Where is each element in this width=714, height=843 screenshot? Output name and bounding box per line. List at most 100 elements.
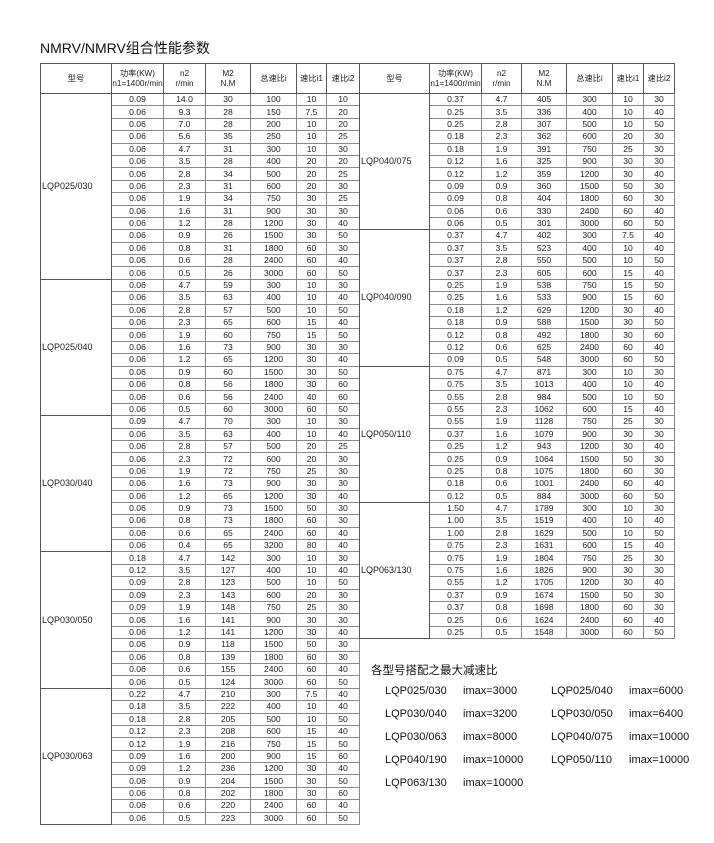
ratio-i2-cell: 40 (326, 687, 360, 702)
table-row: 0.55 2.3 1062 600 15 40 (360, 402, 675, 417)
power-cell: 0.06 (111, 489, 164, 503)
ratio-i1-cell: 10 (296, 291, 327, 305)
n2-cell: 0.9 (481, 452, 522, 466)
table-row: 0.37 0.8 1698 1800 60 30 (360, 600, 675, 615)
table-row: 0.06 0.8 31 1800 60 30 (41, 241, 360, 256)
power-cell: 0.06 (111, 316, 164, 330)
m2-cell: 1674 (521, 588, 567, 603)
ratio-i2-cell: 40 (326, 216, 360, 231)
total-ratio-cell: 600 (566, 130, 613, 144)
ratio-i2-cell: 30 (326, 638, 360, 652)
n2-cell: 0.8 (481, 464, 522, 479)
column-header: 速比i1 (612, 63, 644, 94)
ratio-i1-cell: 15 (296, 328, 327, 342)
table-row: 0.25 1.2 943 1200 30 40 (360, 439, 675, 454)
n2-cell: 14.0 (163, 92, 206, 107)
power-cell: 0.25 (429, 625, 482, 640)
n2-cell: 0.9 (481, 316, 522, 330)
ratio-i2-cell: 50 (643, 316, 675, 330)
power-cell: 0.06 (111, 402, 164, 417)
power-cell: 0.75 (429, 365, 482, 380)
table-row: 0.06 1.2 65 1200 30 40 (41, 489, 360, 503)
total-ratio-cell: 300 (250, 415, 297, 429)
m2-cell: 57 (205, 439, 251, 454)
ratio-i1-cell: 60 (612, 204, 644, 218)
m2-cell: 871 (521, 365, 567, 380)
table-row: 0.06 1.2 65 1200 30 40 (41, 353, 360, 367)
power-cell: 0.06 (111, 154, 164, 169)
total-ratio-cell: 750 (566, 551, 613, 565)
ratio-i1-cell: 10 (612, 390, 644, 404)
power-cell: 0.55 (429, 415, 482, 429)
n2-cell: 0.8 (163, 514, 206, 528)
model-cell: LQP030/063 (40, 687, 112, 826)
total-ratio-cell: 500 (250, 712, 297, 726)
ratio-i1-cell: 30 (296, 613, 327, 627)
power-cell: 0.37 (429, 241, 482, 256)
column-header-label: M2 (538, 68, 550, 78)
m2-cell: 210 (205, 687, 251, 702)
table-row: 0.06 1.9 34 750 30 25 (41, 192, 360, 206)
total-ratio-cell: 400 (250, 291, 297, 305)
power-cell: 0.06 (111, 303, 164, 318)
total-ratio-cell: 3000 (566, 353, 613, 367)
table-row: 0.18 1.9 391 750 25 30 (360, 142, 675, 156)
power-cell: 0.12 (429, 489, 482, 503)
column-header-label: n2 (179, 68, 190, 78)
n2-cell: 3.5 (481, 514, 522, 528)
column-header-label: 型号 (386, 73, 403, 83)
table-row: 0.06 0.5 301 3000 60 50 (360, 216, 675, 231)
power-cell: 0.25 (429, 105, 482, 119)
power-cell: 0.75 (429, 377, 482, 392)
power-cell: 0.06 (111, 179, 164, 194)
table-row: 0.06 1.2 141 1200 30 40 (41, 625, 360, 640)
ratio-i1-cell: 60 (612, 600, 644, 615)
m2-cell: 1519 (521, 514, 567, 528)
total-ratio-cell: 400 (566, 514, 613, 528)
n2-cell: 4.7 (481, 92, 522, 107)
power-cell: 0.09 (429, 353, 482, 367)
power-cell: 0.06 (111, 377, 164, 392)
ratio-i1-cell: 10 (612, 377, 644, 392)
table-row: 0.09 2.3 143 600 20 30 (41, 588, 360, 603)
m2-cell: 72 (205, 452, 251, 466)
max-ratio-item: LQP025/030 imax=3000 (371, 685, 537, 708)
ratio-i1-cell: 60 (296, 266, 327, 280)
m2-cell: 533 (521, 291, 567, 305)
ratio-i2-cell: 30 (326, 340, 360, 355)
n2-cell: 0.6 (481, 613, 522, 627)
ratio-i1-cell: 30 (612, 316, 644, 330)
n2-cell: 0.9 (163, 774, 206, 788)
total-ratio-cell: 3000 (250, 675, 297, 689)
total-ratio-cell: 300 (566, 501, 613, 516)
m2-cell: 118 (205, 638, 251, 652)
power-cell: 0.18 (111, 712, 164, 726)
ratio-i1-cell: 10 (612, 365, 644, 380)
table-row: 0.06 0.6 155 2400 60 40 (41, 662, 360, 677)
n2-cell: 4.7 (163, 142, 206, 156)
total-ratio-cell: 500 (566, 526, 613, 541)
power-cell: 0.18 (429, 142, 482, 156)
ratio-i1-cell: 60 (296, 662, 327, 677)
n2-cell: 0.5 (481, 625, 522, 640)
column-header-sublabel: n1=1400r/min (112, 78, 163, 88)
max-ratio-row: LQP030/040 imax=3200 LQP030/050 imax=6400 (371, 708, 703, 731)
n2-cell: 2.8 (481, 117, 522, 132)
power-cell: 0.55 (429, 390, 482, 404)
ratio-i2-cell: 40 (643, 303, 675, 318)
table-row: 0.06 0.4 65 3200 80 40 (41, 539, 360, 553)
table-row: LQP030/050 0.18 4.7 142 300 10 30 (40, 551, 360, 689)
n2-cell: 0.6 (163, 390, 206, 404)
m2-cell: 1001 (521, 477, 567, 491)
ratio-i1-cell: 15 (296, 749, 327, 764)
ratio-i2-cell: 50 (643, 353, 675, 367)
column-header-label: 速比i2 (331, 73, 355, 83)
n2-cell: 1.9 (481, 551, 522, 565)
n2-cell: 2.8 (163, 712, 206, 726)
n2-cell: 0.8 (481, 328, 522, 342)
power-cell: 0.06 (111, 427, 164, 441)
column-header: 型号 (40, 63, 112, 94)
power-cell: 0.06 (111, 278, 164, 293)
ratio-i1-cell: 7.5 (296, 687, 327, 702)
power-cell: 0.06 (111, 638, 164, 652)
